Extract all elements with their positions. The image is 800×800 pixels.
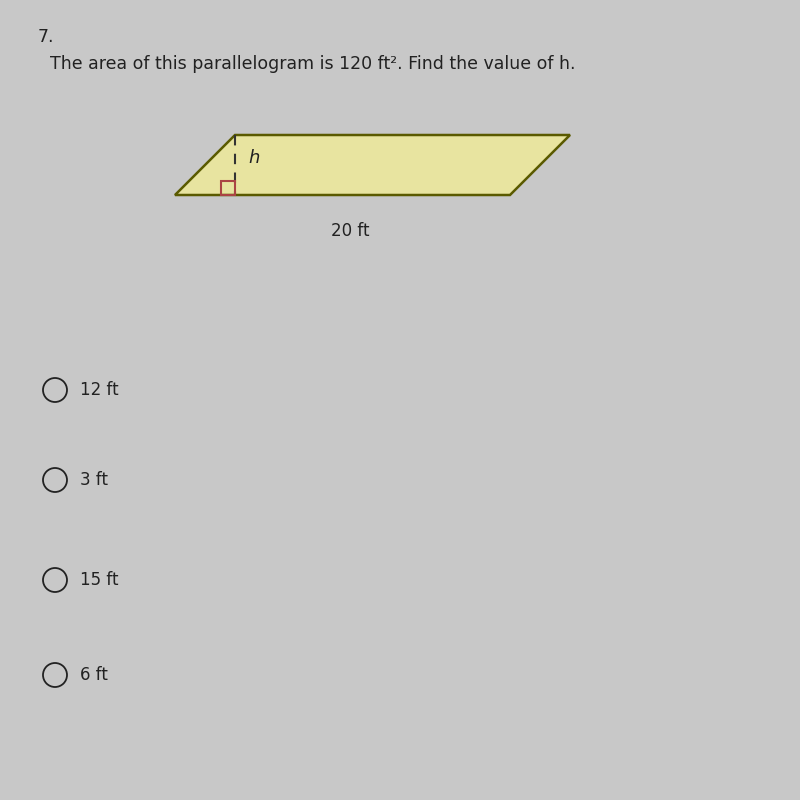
Polygon shape	[175, 135, 570, 195]
Text: 3 ft: 3 ft	[80, 471, 108, 489]
Text: 12 ft: 12 ft	[80, 381, 118, 399]
Text: 6 ft: 6 ft	[80, 666, 108, 684]
Text: 7.: 7.	[38, 28, 54, 46]
Text: The area of this parallelogram is 120 ft². Find the value of h.: The area of this parallelogram is 120 ft…	[50, 55, 575, 73]
Text: 15 ft: 15 ft	[80, 571, 118, 589]
Text: 20 ft: 20 ft	[330, 222, 370, 240]
Text: h: h	[248, 149, 259, 167]
